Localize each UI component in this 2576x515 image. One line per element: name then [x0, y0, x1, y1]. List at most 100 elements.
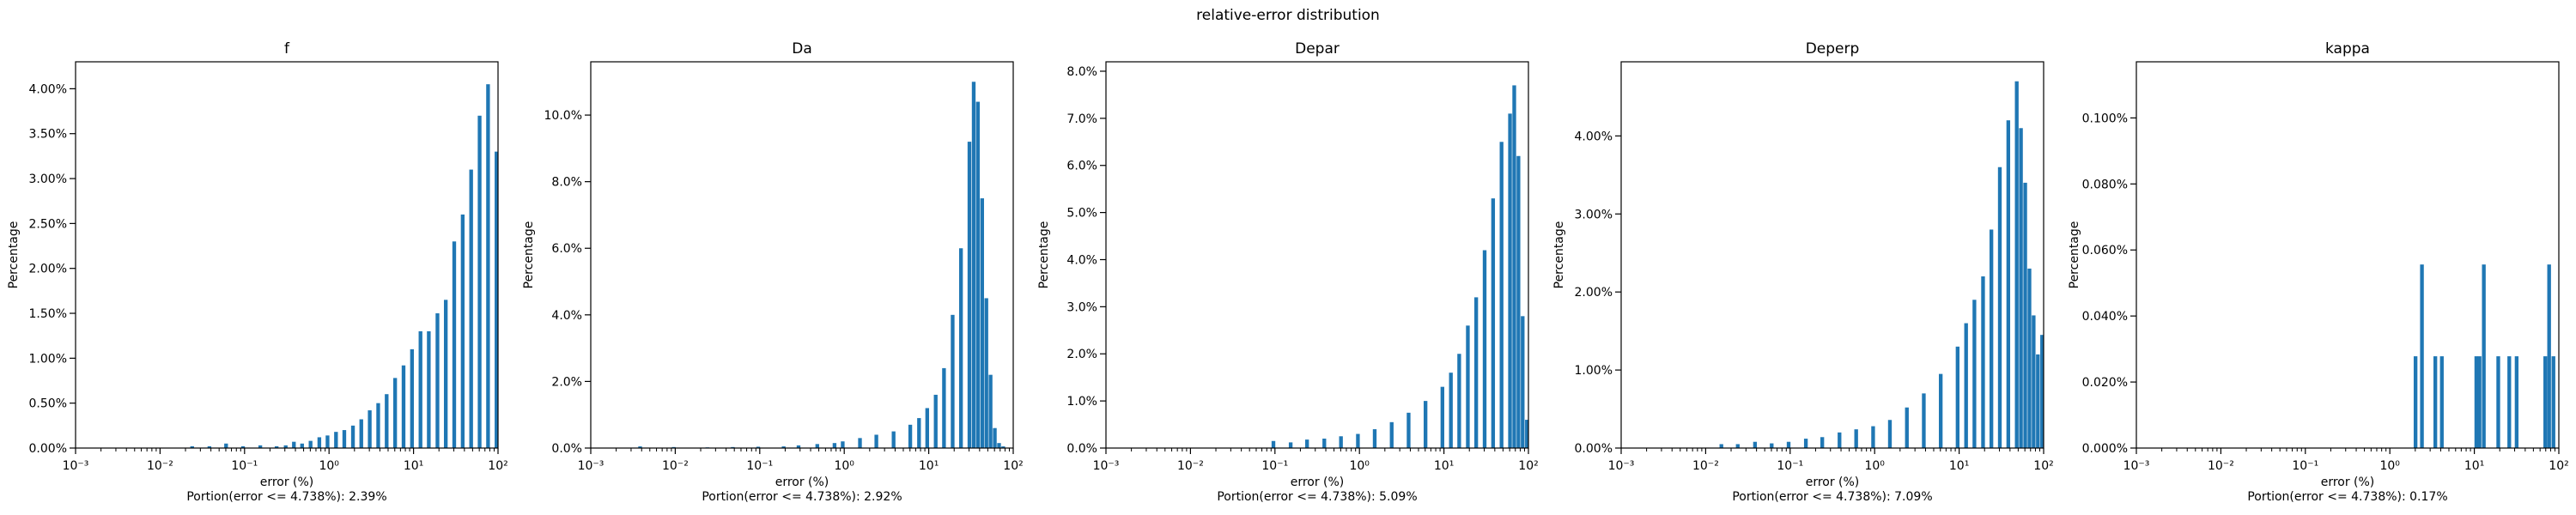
histogram-bar	[2032, 315, 2036, 448]
histogram-bar	[1288, 442, 1293, 448]
histogram-bar	[477, 115, 482, 449]
y-tick-label: 8.0%	[1066, 65, 1097, 79]
histogram-bar	[1820, 437, 1825, 448]
x-tick-label: 10⁰	[1864, 459, 1885, 473]
histogram-bar	[1499, 142, 1504, 449]
histogram-bar	[435, 313, 440, 448]
histogram-bar	[317, 437, 322, 448]
histogram-bar	[258, 445, 263, 448]
y-axis-label: Percentage	[7, 221, 21, 289]
figure-suptitle: relative-error distribution	[1196, 7, 1380, 24]
histogram-bar	[638, 446, 642, 448]
histogram-bar	[385, 394, 389, 448]
y-tick-label: 0.060%	[2082, 244, 2128, 258]
histogram-bar	[1871, 426, 1875, 448]
y-tick-label: 0.000%	[2082, 442, 2128, 456]
histogram-bar	[2543, 356, 2548, 448]
histogram-bar	[275, 445, 279, 448]
histogram-bar	[1981, 276, 1985, 448]
histogram-bar	[2019, 128, 2023, 448]
histogram-bar	[2477, 356, 2482, 448]
x-tick-label: 10⁻¹	[1777, 459, 1803, 473]
y-tick-label: 0.00%	[29, 442, 67, 456]
histogram-bar	[971, 82, 976, 448]
histogram-bar	[1989, 229, 1994, 448]
chart-title: Deperp	[1806, 40, 1860, 58]
axes-frame	[2136, 61, 2560, 449]
histogram-bar	[1271, 440, 1276, 448]
y-tick-label: 0.100%	[2082, 112, 2128, 125]
histogram-bar	[1803, 439, 1808, 448]
histogram-bar	[951, 314, 955, 448]
histogram-bar	[1770, 443, 1774, 448]
x-tick-label: 10¹	[404, 459, 423, 473]
x-tick-label: 10⁻³	[1093, 459, 1120, 473]
histogram-bar	[1887, 420, 1893, 448]
histogram-bar	[495, 151, 499, 448]
histogram-bar	[2014, 81, 2019, 448]
histogram-bar	[1449, 373, 1453, 448]
histogram-bar	[1854, 429, 1858, 448]
histogram-bar	[975, 101, 981, 449]
y-tick-label: 5.0%	[1066, 207, 1097, 221]
histogram-bar	[1735, 444, 1740, 448]
histogram-bar	[1457, 354, 1461, 448]
x-tick-label: 10²	[2033, 459, 2053, 473]
histogram-bar	[980, 198, 984, 449]
histogram-bar	[392, 378, 398, 448]
x-tick-label: 10⁰	[319, 459, 339, 473]
y-tick-label: 10.0%	[544, 109, 582, 123]
x-tick-label: 10²	[2549, 459, 2568, 473]
histogram-bar	[988, 374, 993, 448]
y-tick-label: 1.00%	[1575, 364, 1613, 378]
histogram-bar	[300, 443, 304, 448]
x-axis-label: error (%)	[260, 476, 314, 489]
histogram-bar	[1491, 198, 1496, 448]
histogram-bar	[1406, 412, 1411, 448]
histogram-bar	[1389, 421, 1394, 448]
y-tick-label: 2.0%	[1066, 348, 1097, 361]
y-tick-label: 0.080%	[2082, 178, 2128, 191]
histogram-bar	[997, 443, 1001, 448]
histogram-bar	[815, 444, 819, 448]
histogram-bar	[2439, 356, 2444, 448]
histogram-bar	[376, 403, 380, 448]
chart-title: Da	[792, 40, 812, 58]
histogram-bar	[1938, 373, 1943, 448]
histogram-bar	[292, 441, 296, 448]
axes-frame	[1105, 61, 1529, 449]
histogram-bar	[325, 435, 330, 448]
histogram-bar	[925, 408, 929, 448]
y-tick-label: 6.0%	[551, 242, 582, 256]
histogram-bar	[1922, 393, 1926, 448]
histogram-bar	[1838, 432, 1842, 448]
y-tick-label: 4.0%	[551, 309, 582, 323]
y-tick-label: 1.50%	[29, 307, 67, 321]
histogram-bar	[2547, 264, 2551, 448]
histogram-bar	[342, 430, 347, 448]
y-tick-label: 1.0%	[1066, 395, 1097, 409]
x-axis-label: error (%)	[1291, 476, 1345, 489]
histogram-bar	[1356, 433, 1360, 448]
y-tick-label: 3.00%	[29, 173, 67, 186]
histogram-bar	[1905, 407, 1909, 448]
histogram-bar	[2433, 356, 2438, 448]
portion-note: Portion(error <= 4.738%): 0.17%	[2247, 490, 2447, 504]
histogram-bar	[443, 300, 448, 448]
histogram-bar	[832, 443, 837, 448]
histogram-bar	[967, 142, 972, 448]
histogram-bar	[908, 424, 913, 448]
x-tick-label: 10¹	[1949, 459, 1969, 473]
y-tick-label: 0.040%	[2082, 310, 2128, 324]
histogram-bar	[2507, 356, 2512, 448]
y-axis-label: Percentage	[522, 221, 536, 289]
y-tick-label: 3.0%	[1066, 300, 1097, 314]
histogram-bar	[891, 431, 896, 448]
y-tick-label: 0.0%	[551, 442, 582, 456]
histogram-bar	[2023, 182, 2027, 448]
axes-frame	[75, 61, 499, 449]
y-tick-label: 2.50%	[29, 217, 67, 231]
portion-note: Portion(error <= 4.738%): 2.92%	[702, 490, 902, 504]
x-axis-label: error (%)	[1806, 476, 1860, 489]
x-tick-label: 10⁻³	[578, 459, 605, 473]
